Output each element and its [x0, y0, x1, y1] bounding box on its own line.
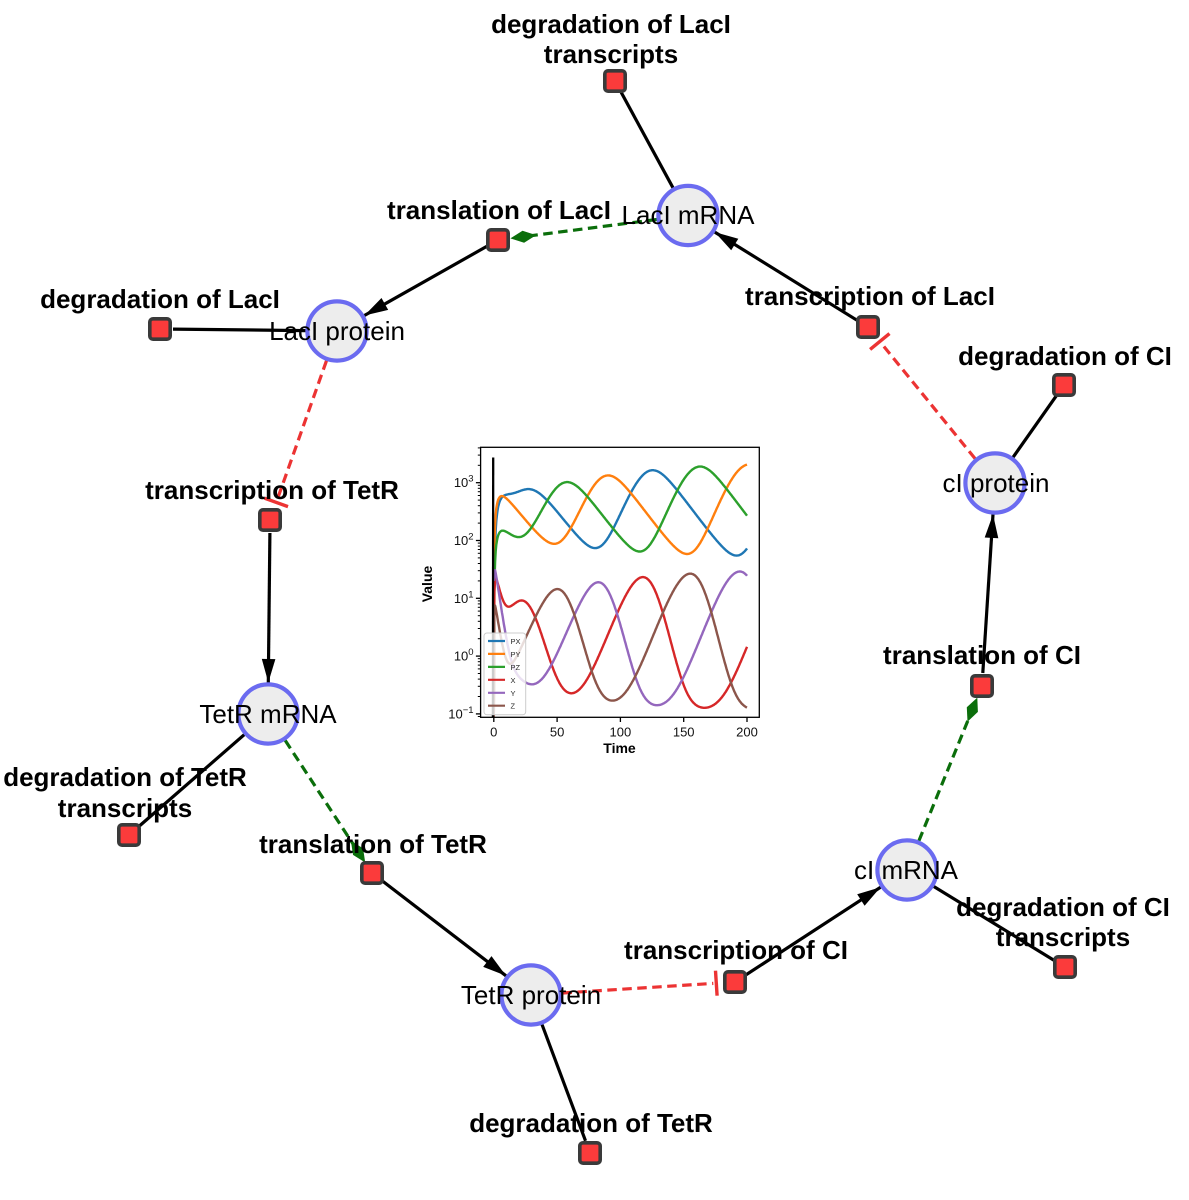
svg-text:TetR mRNA: TetR mRNA	[199, 699, 337, 729]
svg-text:translation of TetR: translation of TetR	[259, 829, 487, 859]
svg-text:transcripts: transcripts	[58, 793, 192, 823]
svg-text:150: 150	[673, 724, 695, 739]
svg-text:X: X	[511, 676, 516, 685]
svg-text:transcription of LacI: transcription of LacI	[745, 281, 995, 311]
svg-text:transcripts: transcripts	[996, 922, 1130, 952]
svg-text:cI mRNA: cI mRNA	[854, 855, 959, 885]
svg-text:100: 100	[610, 724, 632, 739]
svg-text:degradation of LacI: degradation of LacI	[491, 9, 731, 39]
svg-text:PX: PX	[511, 637, 521, 646]
svg-text:Time: Time	[603, 740, 636, 756]
svg-text:Y: Y	[511, 689, 516, 698]
svg-text:200: 200	[736, 724, 758, 739]
svg-text:degradation of TetR: degradation of TetR	[3, 762, 247, 792]
svg-text:PZ: PZ	[511, 663, 521, 672]
svg-text:transcripts: transcripts	[544, 39, 678, 69]
svg-text:degradation of TetR: degradation of TetR	[469, 1108, 713, 1138]
svg-text:Value: Value	[419, 566, 435, 603]
svg-text:translation of CI: translation of CI	[883, 640, 1081, 670]
svg-text:TetR protein: TetR protein	[461, 980, 601, 1010]
svg-text:LacI protein: LacI protein	[269, 316, 405, 346]
svg-text:LacI mRNA: LacI mRNA	[622, 200, 756, 230]
svg-text:translation of LacI: translation of LacI	[387, 195, 611, 225]
svg-text:transcription of TetR: transcription of TetR	[145, 475, 399, 505]
svg-text:degradation of CI: degradation of CI	[958, 341, 1172, 371]
svg-text:Z: Z	[511, 702, 516, 711]
svg-text:PY: PY	[511, 650, 521, 659]
svg-text:50: 50	[550, 724, 564, 739]
svg-text:0: 0	[490, 724, 497, 739]
svg-text:degradation of CI: degradation of CI	[956, 892, 1170, 922]
svg-text:cI protein: cI protein	[943, 468, 1050, 498]
svg-text:transcription of CI: transcription of CI	[624, 935, 848, 965]
svg-text:degradation of LacI: degradation of LacI	[40, 284, 280, 314]
